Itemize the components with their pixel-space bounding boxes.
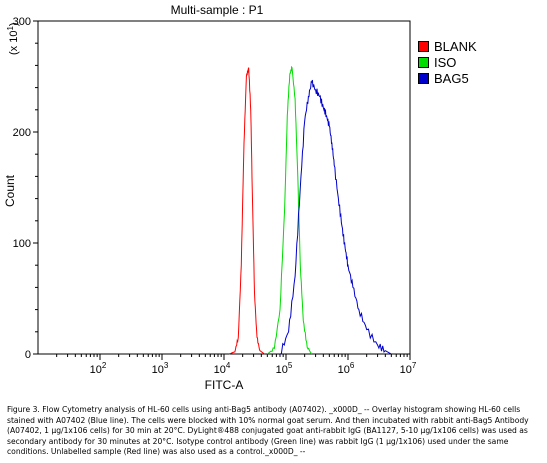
x-axis-label: FITC-A (205, 378, 244, 392)
chart-title: Multi-sample : P1 (171, 3, 264, 17)
x-tick-label: 107 (400, 361, 417, 376)
x-tick-label: 106 (338, 361, 355, 376)
x-ticks: 102 103 104 105 106 107 (56, 354, 417, 376)
flow-cytometry-chart: Multi-sample : P1 (x 101) Count FITC-A 0… (3, 3, 417, 392)
series-line-bag5 (279, 79, 392, 355)
x-tick-label: 102 (90, 361, 107, 376)
series-layer (228, 65, 392, 355)
x-tick-label: 105 (276, 361, 293, 376)
legend-label-blank: BLANK (434, 38, 477, 54)
y-axis-label: Count (3, 174, 17, 207)
x-tick-label: 103 (152, 361, 169, 376)
y-tick-label: 300 (13, 16, 31, 28)
legend-item-iso: ISO (418, 54, 477, 70)
plot-frame (37, 20, 411, 355)
figure-caption: Figure 3. Flow Cytometry analysis of HL-… (7, 405, 529, 457)
legend-swatch-iso (418, 56, 429, 68)
legend: BLANK ISO BAG5 (418, 38, 477, 86)
x-tick-label: 104 (214, 361, 231, 376)
legend-swatch-bag5 (418, 72, 429, 84)
legend-item-blank: BLANK (418, 38, 477, 54)
y-multiplier-exp: 1 (6, 26, 15, 31)
y-tick-label: 0 (25, 349, 31, 361)
y-tick-label: 100 (13, 238, 31, 250)
legend-item-bag5: BAG5 (418, 70, 477, 86)
legend-swatch-blank (418, 40, 429, 52)
legend-label-iso: ISO (434, 54, 457, 70)
series-line-iso (267, 65, 313, 355)
y-multiplier-close: ) (8, 22, 20, 26)
y-tick-label: 200 (13, 127, 31, 139)
y-multiplier-prefix: (x 10 (8, 31, 20, 55)
series-line-blank (228, 67, 265, 355)
legend-label-bag5: BAG5 (434, 70, 469, 86)
y-multiplier-label: (x 101) (6, 22, 20, 55)
y-ticks: 0 100 200 300 (13, 16, 38, 361)
